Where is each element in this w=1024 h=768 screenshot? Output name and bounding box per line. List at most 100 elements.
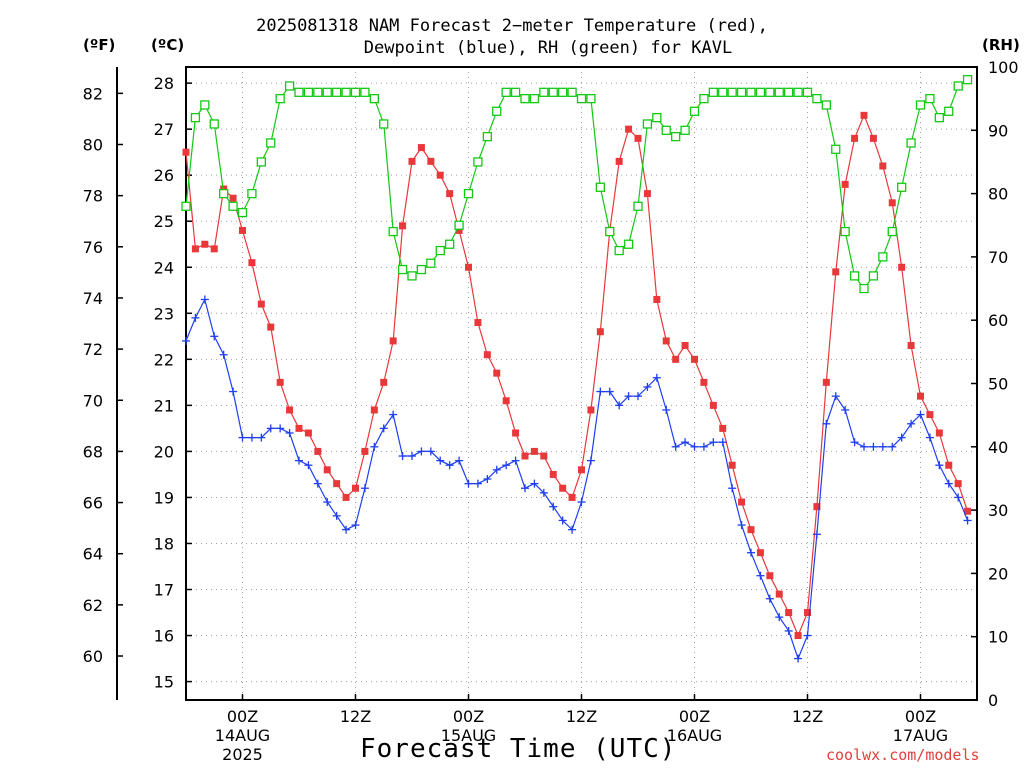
dewpoint-point [888, 442, 897, 451]
temperature-point [964, 507, 972, 515]
rh-point [746, 87, 756, 97]
temperature-point [389, 337, 397, 345]
temperature-point [333, 480, 341, 488]
temperature-point [474, 319, 482, 327]
rh-tick-label: 40 [988, 438, 1008, 457]
temperature-point [935, 429, 943, 437]
rh-point [755, 87, 766, 97]
celsius-tick-label: 24 [154, 258, 174, 277]
temperature-point [530, 447, 538, 455]
dewpoint-point [756, 571, 765, 580]
celsius-tick-label: 20 [154, 442, 174, 461]
rh-point [200, 100, 210, 110]
fahrenheit-unit-label: (ºF) [83, 36, 116, 54]
dewpoint-point [408, 452, 416, 461]
rh-tick-label: 0 [988, 691, 998, 710]
temperature-point [286, 406, 294, 414]
rh-point [275, 94, 285, 104]
dewpoint-point [455, 456, 464, 465]
temperature-point [596, 328, 604, 336]
temperature-point [399, 222, 407, 230]
temperature-point [446, 190, 454, 198]
temperature-point [229, 194, 237, 202]
temperature-point [841, 180, 849, 188]
rh-point [294, 87, 304, 97]
rh-tick-label: 30 [988, 501, 1008, 520]
celsius-tick-label: 21 [154, 396, 174, 415]
rh-point [284, 81, 295, 91]
rh-point [868, 271, 879, 281]
dewpoint-point [238, 433, 247, 442]
grid-lines [186, 67, 977, 700]
fahrenheit-tick-label: 78 [83, 187, 103, 206]
temperature-point [568, 493, 576, 501]
dewpoint-point [747, 548, 755, 557]
dewpoint-point [803, 631, 812, 640]
temperature-point [540, 452, 548, 460]
rh-point [661, 125, 671, 135]
dewpoint-point [276, 424, 285, 433]
plot-frame [185, 66, 978, 701]
temperature-point [342, 493, 350, 501]
temperature-point [361, 447, 369, 455]
temperature-point [756, 549, 764, 557]
dewpoint-point [417, 447, 426, 456]
temperature-point [559, 484, 567, 492]
rh-point [322, 87, 332, 97]
dewpoint-point [954, 493, 963, 502]
dewpoint-point [605, 387, 614, 396]
chart-title-line-2: Dewpoint (blue), RH (green) for KAVL [363, 38, 733, 58]
fahrenheit-tick-label: 76 [83, 238, 103, 257]
rh-point [492, 106, 502, 116]
temperature-line [185, 113, 969, 638]
dewpoint-point [483, 475, 492, 484]
temperature-point [549, 470, 557, 478]
temperature-point [643, 190, 651, 198]
rh-point [576, 94, 587, 104]
celsius-tick-label: 15 [154, 673, 174, 692]
rh-point [849, 271, 860, 281]
rh-point [350, 87, 361, 97]
rh-point [727, 87, 737, 97]
dewpoint-point [549, 502, 558, 511]
dewpoint-point [473, 479, 482, 488]
dewpoint-point [615, 401, 624, 410]
dewpoint-point [511, 456, 520, 465]
temperature-point [521, 452, 529, 460]
temperature-point [257, 300, 265, 308]
dewpoint-point [285, 428, 294, 437]
rh-point [652, 112, 662, 123]
celsius-tick-label: 17 [154, 581, 174, 600]
dewpoint-point [690, 442, 699, 451]
dewpoint-point [342, 525, 351, 534]
credit-link[interactable]: coolwx.com/models [826, 746, 980, 764]
temperature-point [860, 111, 868, 119]
temperature-point [832, 268, 840, 276]
dewpoint-point [643, 382, 652, 391]
temperature-point [681, 342, 689, 350]
rh-tick-label: 100 [988, 58, 1019, 77]
rh-point [718, 87, 728, 97]
temperature-point [785, 609, 793, 617]
dewpoint-point [445, 461, 454, 470]
dewpoint-point [784, 626, 793, 635]
dewpoint-point [737, 521, 746, 530]
temperature-point [417, 144, 425, 152]
dewpoint-point [850, 438, 859, 447]
x-tick-date-label: 16AUG [667, 726, 722, 745]
dewpoint-point [398, 452, 407, 461]
fahrenheit-tick-label: 74 [83, 289, 103, 308]
temperature-point [380, 378, 388, 386]
dewpoint-point [624, 392, 633, 401]
rh-point [463, 188, 474, 199]
rh-point [209, 119, 219, 129]
temperature-point [191, 245, 199, 253]
rh-point [925, 94, 935, 104]
celsius-tick-label: 22 [154, 350, 174, 369]
dewpoint-point [596, 387, 605, 396]
temperature-point [304, 429, 312, 437]
rh-point [473, 157, 483, 167]
dewpoint-point [530, 479, 539, 488]
dewpoint-point [558, 516, 567, 525]
dewpoint-point [351, 521, 360, 530]
